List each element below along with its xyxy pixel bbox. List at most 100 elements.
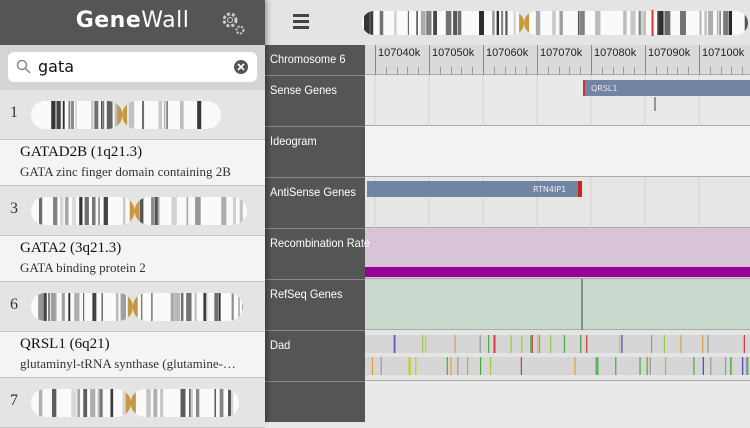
band (238, 293, 240, 321)
ruler-minor (634, 67, 636, 75)
ideogram (31, 293, 243, 321)
band (500, 11, 504, 35)
gene-description: glutaminyl-tRNA synthase (glutamine-… (20, 356, 236, 371)
band (219, 389, 224, 417)
band (394, 11, 397, 35)
band (228, 389, 232, 417)
variant (664, 357, 667, 375)
gene-row[interactable]: GATA2 (3q21.3) GATA binding protein 2 (0, 236, 265, 282)
track-separator (265, 279, 365, 280)
band (407, 11, 409, 35)
band (657, 11, 659, 35)
band (630, 11, 636, 35)
band (699, 11, 702, 35)
settings-icon[interactable] (220, 10, 246, 36)
band (644, 11, 646, 35)
chromosome-row[interactable]: 6 (0, 282, 265, 332)
band (640, 11, 645, 35)
band (535, 11, 541, 35)
track-label: Ideogram (270, 134, 317, 148)
band (174, 293, 180, 321)
chromosome-row[interactable]: 3 (0, 186, 265, 236)
variant (650, 335, 653, 353)
band (186, 293, 192, 321)
variant (487, 335, 490, 353)
track-label: AntiSense Genes (270, 185, 356, 199)
ruler-minor (515, 67, 517, 75)
ruler-minor (569, 67, 571, 75)
band (231, 293, 234, 321)
variant (747, 357, 749, 375)
band (122, 197, 126, 225)
band (191, 389, 193, 417)
track: RTN4IP1 (365, 177, 750, 228)
gene-row[interactable]: GATAD2B (1q21.3) GATA zinc finger domain … (0, 140, 265, 186)
variant (621, 335, 623, 353)
band (180, 293, 184, 321)
search-input[interactable]: gata (8, 52, 257, 82)
chromosome-ideogram (31, 389, 239, 417)
band (74, 293, 80, 321)
band (160, 389, 164, 417)
band (195, 197, 201, 225)
band (115, 293, 119, 321)
track (365, 279, 750, 330)
sidebar-header: GeneWall (0, 0, 265, 45)
band (163, 101, 166, 129)
variant (710, 357, 712, 375)
band (128, 101, 135, 129)
variant (494, 335, 496, 353)
track-label: Recombination Rate (270, 236, 371, 250)
chromosome-row[interactable]: 1 (0, 90, 265, 140)
band (157, 197, 160, 225)
chromosome-overview[interactable] (360, 10, 750, 36)
track-canvas (365, 126, 750, 177)
ruler-minor (666, 67, 668, 75)
band (153, 389, 158, 417)
chromosome-label: Chromosome 6 (270, 52, 346, 66)
track-canvas (581, 279, 583, 330)
menu-button[interactable] (293, 13, 313, 31)
band (214, 389, 217, 417)
track-separator (265, 126, 365, 127)
band (106, 101, 113, 129)
band (139, 197, 144, 225)
gene-row[interactable]: QRSL1 (6q21) glutaminyl-tRNA synthase (gl… (0, 332, 265, 378)
band (233, 197, 236, 225)
band (92, 197, 96, 225)
band (61, 293, 65, 321)
ruler-minor (547, 67, 549, 75)
variant (446, 357, 448, 375)
band (158, 101, 162, 129)
chromosome-number: 6 (10, 296, 18, 313)
ruler-tick (645, 45, 646, 75)
top-bar (265, 0, 750, 45)
variant (550, 335, 552, 353)
band (189, 389, 191, 417)
variant (521, 335, 523, 353)
ruler-minor (688, 67, 690, 75)
variant (646, 357, 648, 375)
variant (702, 335, 704, 353)
track (365, 126, 750, 177)
band (98, 197, 100, 225)
band (79, 197, 83, 225)
variant (693, 357, 695, 375)
variant (408, 357, 410, 375)
variant (646, 357, 649, 375)
chromosome-ideogram (31, 197, 247, 225)
band (91, 101, 94, 129)
ideogram (362, 11, 748, 35)
band (186, 197, 189, 225)
ruler-minor (439, 67, 441, 75)
ruler-minor (472, 67, 474, 75)
variant (493, 335, 495, 353)
chromosome-row[interactable]: 7 (0, 378, 265, 428)
chromosome-number: 3 (10, 200, 18, 217)
variant (510, 335, 512, 353)
clear-button[interactable] (233, 59, 249, 75)
band (141, 101, 145, 129)
track-separator (265, 177, 365, 178)
ruler-label: 107080k (594, 47, 637, 59)
